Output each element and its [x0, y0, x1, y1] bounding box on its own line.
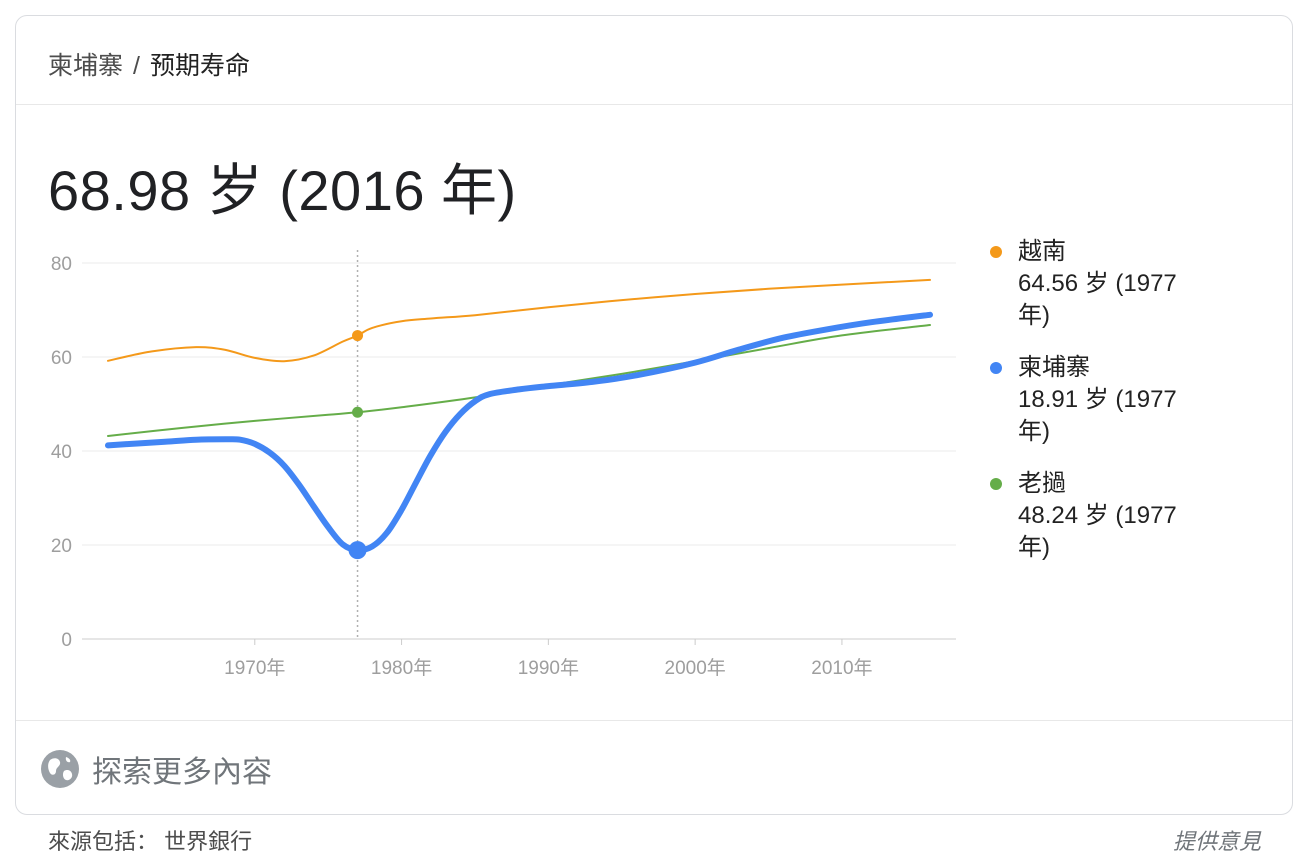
legend-series-year: 年) — [1018, 534, 1050, 561]
legend-item[interactable]: 越南 64.56 岁 (1977 年) — [988, 236, 1218, 332]
life-expectancy-chart[interactable]: 0 20 40 60 80 1970年 1980年 1990年 2000年 2010年 — [0, 0, 960, 700]
legend-series-value: 18.91 岁 (1977 — [1018, 386, 1177, 413]
legend-series-name: 柬埔寨 — [1018, 354, 1090, 381]
legend-item[interactable]: 老撾 48.24 岁 (1977 年) — [988, 468, 1218, 564]
breadcrumb-country[interactable]: 柬埔寨 — [48, 52, 124, 80]
legend-dot — [990, 362, 1002, 374]
breadcrumb-separator: / — [133, 52, 140, 80]
legend-series-year: 年) — [1018, 302, 1050, 329]
x-tick-label: 2010年 — [811, 657, 872, 679]
breadcrumb-metric: 预期寿命 — [149, 52, 250, 80]
y-tick-label: 80 — [51, 254, 72, 275]
series-line-柬埔寨 — [105, 311, 933, 554]
y-tick-label: 60 — [51, 348, 72, 369]
knowledge-card: 柬埔寨 / 预期寿命 68.98 岁 (2016 年) 探索更多內容 — [15, 15, 1293, 815]
chart-legend: 越南 64.56 岁 (1977 年) 柬埔寨 18.91 岁 (1977 年) 老撾 48.… — [988, 236, 1218, 584]
legend-dot — [990, 478, 1002, 490]
card-header: 柬埔寨 / 预期寿命 — [16, 16, 1292, 105]
y-tick-label: 0 — [61, 630, 72, 651]
x-tick-label: 1970年 — [224, 657, 285, 679]
y-tick-label: 40 — [51, 442, 72, 463]
headline-value: 68.98 岁 (2016 年) — [48, 159, 517, 222]
globe-icon — [41, 750, 79, 788]
legend-item[interactable]: 柬埔寨 18.91 岁 (1977 年) — [988, 352, 1218, 448]
legend-series-year: 年) — [1018, 418, 1050, 445]
source-note: 來源包括： 世界銀行 — [48, 829, 253, 854]
feedback-link[interactable]: 提供意見 — [1172, 829, 1261, 854]
series-line-越南 — [107, 278, 931, 363]
legend-dot — [990, 246, 1002, 258]
legend-series-name: 老撾 — [1018, 470, 1066, 497]
explore-more-button[interactable]: 探索更多內容 — [40, 747, 272, 791]
legend-series-value: 64.56 岁 (1977 — [1018, 270, 1177, 297]
hover-point-老撾 — [352, 406, 364, 418]
x-tick-label: 1980年 — [371, 657, 432, 679]
legend-series-name: 越南 — [1018, 238, 1066, 265]
x-tick-label: 1990年 — [518, 657, 579, 679]
legend-series-value: 48.24 岁 (1977 — [1018, 502, 1177, 529]
card-footer: 探索更多內容 — [16, 720, 1292, 815]
hover-point-柬埔寨 — [348, 541, 367, 560]
y-tick-label: 20 — [51, 536, 72, 557]
breadcrumb: 柬埔寨 / 预期寿命 — [48, 46, 250, 82]
explore-more-label: 探索更多內容 — [92, 756, 272, 789]
hover-point-越南 — [352, 330, 364, 342]
x-tick-label: 2000年 — [665, 657, 726, 679]
series-line-老撾 — [107, 324, 931, 437]
